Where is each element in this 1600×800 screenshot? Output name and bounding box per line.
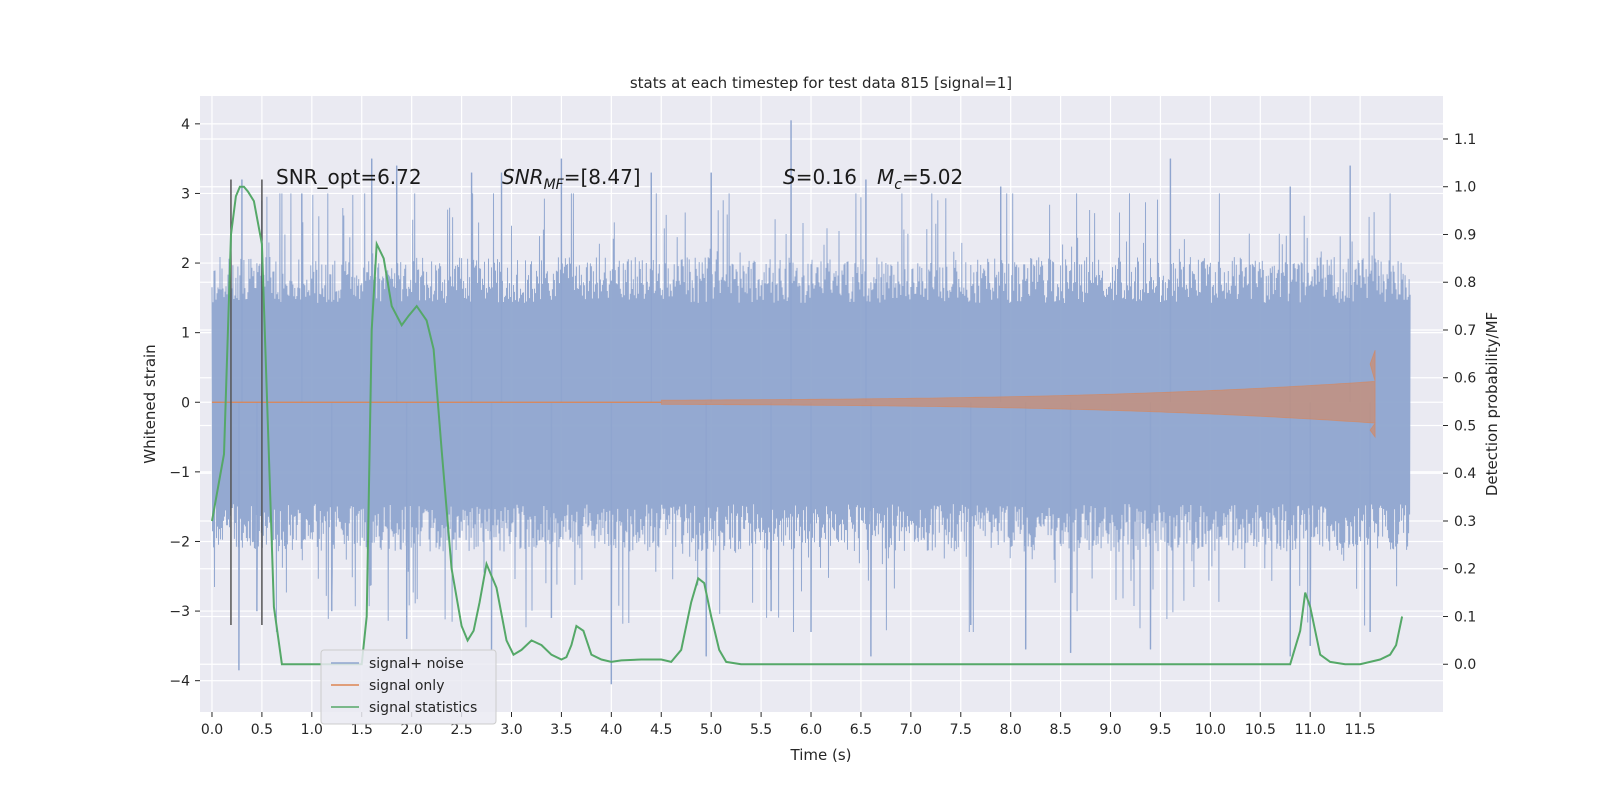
x-tick-label: 2.0 [401, 722, 423, 738]
annotation-s-value: =0.16 [796, 165, 857, 189]
series-signal-only [211, 349, 1376, 439]
annotation-mc: Mc=5.02 [877, 165, 963, 193]
x-tick-label: 7.5 [950, 722, 972, 738]
signal-only-envelope [660, 349, 1376, 439]
x-tick-label: 6.5 [850, 722, 872, 738]
x-tick-label: 0.5 [251, 722, 273, 738]
x-tick-label: 10.5 [1245, 722, 1276, 738]
y-right-tick-label: 0.1 [1454, 609, 1476, 625]
x-tick-label: 3.0 [500, 722, 522, 738]
annotation-mc-main: M [877, 165, 894, 189]
legend-label-signal-noise: signal+ noise [369, 656, 464, 672]
x-tick-label: 0.0 [201, 722, 223, 738]
annotation-snr-mf-sub: MF [544, 177, 565, 193]
y-right-tick-label: 1.0 [1454, 180, 1476, 196]
y-right-tick-label: 0.6 [1454, 371, 1476, 387]
x-tick-label: 3.5 [550, 722, 572, 738]
y-axis-label: Whitened strain [141, 344, 159, 463]
legend-box [320, 649, 497, 725]
y-tick-label: −3 [169, 604, 190, 620]
y-right-tick-label: 0.3 [1454, 514, 1476, 530]
x-tick-label: 11.5 [1345, 722, 1376, 738]
y-tick-label: 4 [181, 117, 190, 133]
x-tick-label: 6.0 [800, 722, 822, 738]
x-tick-label: 7.0 [900, 722, 922, 738]
x-tick-label: 1.0 [301, 722, 323, 738]
y-right-tick-label: 0.5 [1454, 418, 1476, 434]
x-tick-label: 10.0 [1195, 722, 1226, 738]
annotation-snr-opt: SNR_opt=6.72 [276, 165, 422, 189]
annotation-mc-value: =5.02 [902, 165, 963, 189]
x-tick-label: 5.5 [750, 722, 772, 738]
x-tick-label: 8.0 [1000, 722, 1022, 738]
x-tick-label: 5.0 [700, 722, 722, 738]
y-tick-label: −2 [169, 534, 190, 550]
x-axis-ticks: 0.0 0.5 1.0 1.5 2.0 2.5 3.0 3.5 4.0 4.5 5.0 5.5 6.0 6… [201, 712, 1376, 738]
y-tick-label: 1 [181, 326, 190, 342]
x-tick-label: 8.5 [1049, 722, 1071, 738]
y-right-tick-label: 0.8 [1454, 275, 1476, 291]
y-tick-label: −4 [169, 674, 190, 690]
x-tick-label: 4.0 [600, 722, 622, 738]
y-tick-label: 2 [181, 256, 190, 272]
x-tick-label: 11.0 [1295, 722, 1326, 738]
y-tick-label: −1 [169, 465, 190, 481]
chart-title: stats at each timestep for test data 815… [630, 74, 1012, 92]
y-right-tick-label: 0.7 [1454, 323, 1476, 339]
annotation-s-main: S [783, 165, 796, 189]
annotation-snr-mf-value: =[8.47] [564, 165, 641, 189]
x-axis-label: Time (s) [790, 746, 852, 764]
annotation-snr-mf: SNRMF=[8.47] [502, 165, 641, 193]
annotation-s: S=0.16 [783, 165, 857, 189]
y-axis-ticks: −4 −3 −2 −1 0 1 2 3 4 [169, 117, 200, 690]
x-tick-label: 9.0 [1099, 722, 1121, 738]
x-tick-label: 9.5 [1149, 722, 1171, 738]
y-tick-label: 0 [181, 395, 190, 411]
legend-label-signal-statistics: signal statistics [369, 700, 477, 716]
y-axis-right-ticks: 0.0 0.1 0.2 0.3 0.4 0.5 0.6 0.7 0.8 0.9 1.0 1.1 [1443, 132, 1476, 673]
x-tick-label: 4.5 [650, 722, 672, 738]
signal-noise-line [211, 120, 1411, 685]
y-tick-label: 3 [181, 186, 190, 202]
annotation-snr-mf-main: SNR [502, 165, 544, 189]
legend: signal+ noise signal only signal statist… [320, 649, 497, 725]
y-axis-right-label: Detection probability/MF [1483, 312, 1501, 496]
x-tick-label: 1.5 [351, 722, 373, 738]
x-tick-label: 2.5 [450, 722, 472, 738]
y-right-tick-label: 0.9 [1454, 227, 1476, 243]
y-right-tick-label: 0.4 [1454, 466, 1476, 482]
y-right-tick-label: 0.2 [1454, 562, 1476, 578]
annotation-mc-sub: c [894, 177, 902, 193]
y-right-tick-label: 1.1 [1454, 132, 1476, 148]
y-right-tick-label: 0.0 [1454, 657, 1476, 673]
legend-label-signal-only: signal only [369, 678, 444, 694]
